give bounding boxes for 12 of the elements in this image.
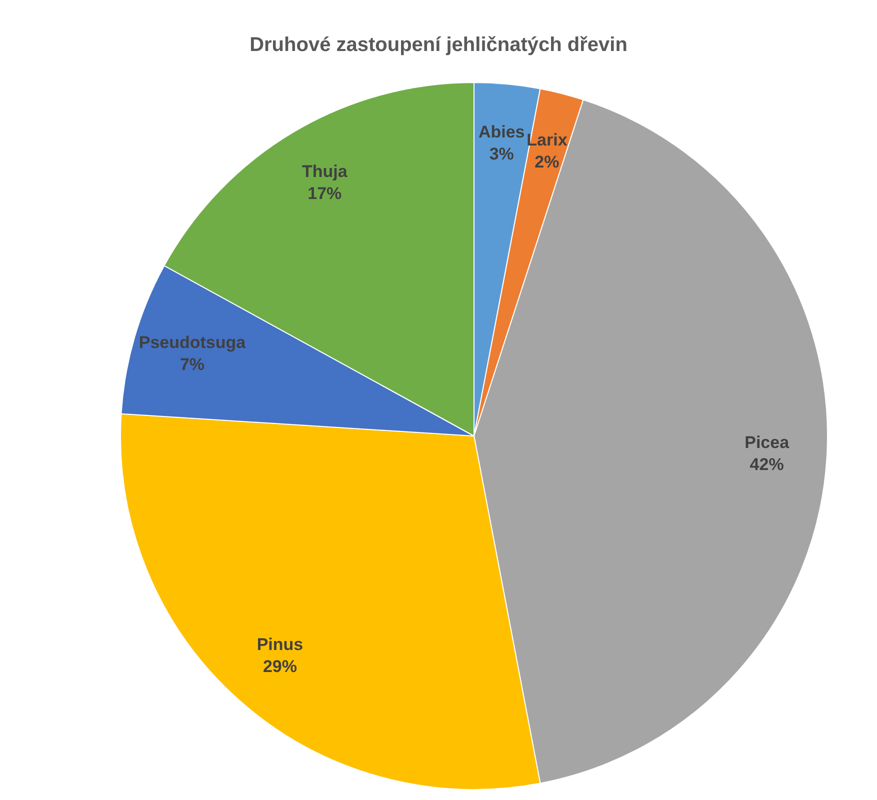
data-label: 17% [308,184,342,204]
slice-label: Abies [478,122,525,142]
slice-label: Picea [744,433,790,452]
chart-title: Druhové zastoupení jehličnatých dřevin [248,34,628,57]
slice-label: Pinus [256,634,304,654]
slice-label: Thuja [302,162,348,182]
data-label: 7% [180,354,205,374]
data-label: 29% [262,656,297,676]
data-label: 2% [534,152,560,172]
data-label: 3% [489,144,514,164]
slice-label: Pseudotsuga [138,332,246,352]
data-label: 42% [750,455,784,474]
